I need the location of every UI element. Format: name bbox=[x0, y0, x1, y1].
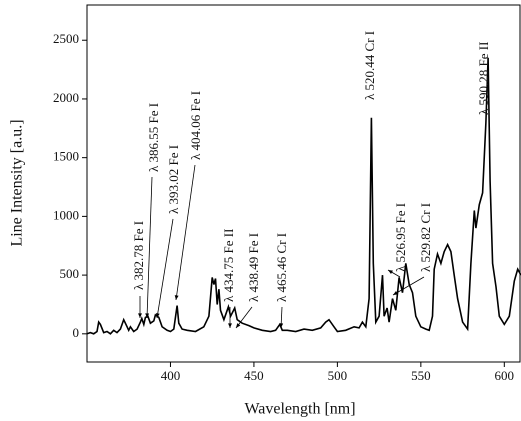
annotation-arrow bbox=[146, 176, 153, 319]
peak-annotation: λ 526.95 Fe I bbox=[393, 203, 408, 272]
peak-annotation: λ 465.46 Cr I bbox=[274, 233, 289, 302]
arrow-head bbox=[155, 313, 160, 318]
x-tick-label: 500 bbox=[328, 368, 348, 383]
y-tick-label: 1000 bbox=[53, 207, 79, 222]
peak-annotation: λ 434.75 Fe II bbox=[221, 229, 236, 302]
peak-annotation: λ 438.49 Fe I bbox=[246, 233, 261, 302]
peak-annotation: λ 520.44 Cr I bbox=[362, 31, 377, 100]
spectrum-line bbox=[87, 57, 521, 335]
arrow-head bbox=[228, 323, 232, 328]
x-tick-label: 550 bbox=[411, 368, 431, 383]
y-tick-label: 1500 bbox=[53, 149, 79, 164]
annotation-arrow bbox=[156, 218, 174, 319]
arrow-head bbox=[236, 323, 241, 328]
arrow-head bbox=[388, 270, 393, 275]
peak-annotation: λ 382.78 Fe I bbox=[131, 221, 146, 290]
x-tick-label: 400 bbox=[161, 368, 181, 383]
y-tick-label: 2500 bbox=[53, 31, 79, 46]
arrow-head bbox=[174, 295, 179, 300]
peak-annotation: λ 529.82 Cr I bbox=[418, 203, 433, 272]
x-axis-label: Wavelength [nm] bbox=[244, 401, 355, 418]
arrow-head bbox=[138, 313, 142, 318]
annotation-arrow bbox=[392, 276, 425, 296]
arrow-head bbox=[279, 323, 284, 328]
x-tick-label: 600 bbox=[495, 368, 515, 383]
y-tick-label: 2000 bbox=[53, 90, 79, 105]
annotation-arrow bbox=[175, 164, 196, 301]
peak-annotation: λ 404.06 Fe I bbox=[188, 91, 203, 160]
peak-annotation: λ 386.55 Fe I bbox=[146, 103, 161, 172]
arrow-head bbox=[145, 313, 150, 318]
y-axis-label: Line Intensity [a.u.] bbox=[9, 119, 26, 246]
peak-annotation: λ 393.02 Fe I bbox=[166, 145, 181, 214]
y-tick-label: 0 bbox=[73, 325, 80, 340]
peak-annotation: λ 590.28 Fe II bbox=[476, 42, 491, 115]
arrow-head bbox=[393, 291, 398, 295]
x-tick-label: 450 bbox=[244, 368, 264, 383]
y-tick-label: 500 bbox=[60, 266, 80, 281]
plot-frame bbox=[86, 4, 521, 363]
